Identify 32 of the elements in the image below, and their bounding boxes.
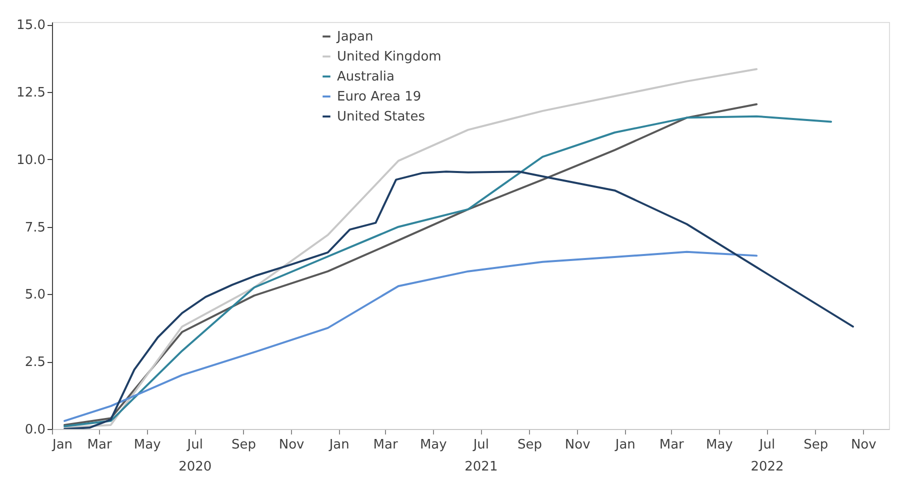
x-tick-label: Jan (328, 438, 350, 452)
y-tick-label: 15.0 (16, 18, 46, 34)
x-tick-label: Jul 2021 (464, 438, 498, 474)
legend-label: Australia (337, 70, 395, 84)
x-tick-label: Mar (659, 438, 685, 452)
line-series (64, 250, 758, 422)
x-tick-label: Jan (614, 438, 636, 452)
x-tick-label: Nov (850, 438, 877, 452)
x-tick-label: Sep (518, 438, 542, 452)
y-tick-label: 5.0 (24, 288, 46, 303)
x-tick-label: Sep (804, 438, 828, 452)
legend-label: United Kingdom (337, 50, 442, 64)
y-tick-label: 2.5 (24, 355, 46, 370)
y-tick-label: 7.5 (24, 220, 46, 236)
x-tick-label: May (706, 438, 734, 452)
x-tick-label: Mar (87, 438, 112, 452)
x-tick-label: Nov (278, 438, 305, 452)
x-tick-label: Nov (564, 438, 591, 452)
x-tick-label: Jul 2022 (750, 438, 784, 474)
line-series (64, 170, 854, 429)
x-tick-label: Sep (231, 438, 256, 452)
legend-label: Euro Area 19 (337, 90, 422, 104)
x-tick-label: May (420, 438, 448, 452)
y-tick-label: 0.0 (24, 422, 46, 438)
legend-label: United States (337, 110, 426, 124)
legend-label: Japan (336, 30, 374, 44)
x-tick-label: May (134, 438, 162, 452)
y-tick-label: 12.5 (16, 86, 46, 101)
x-tick-label: Jul 2020 (178, 438, 212, 474)
x-tick-label: Mar (373, 438, 398, 452)
y-tick-label: 10.0 (16, 152, 46, 168)
x-tick-label: Jan (52, 438, 73, 452)
